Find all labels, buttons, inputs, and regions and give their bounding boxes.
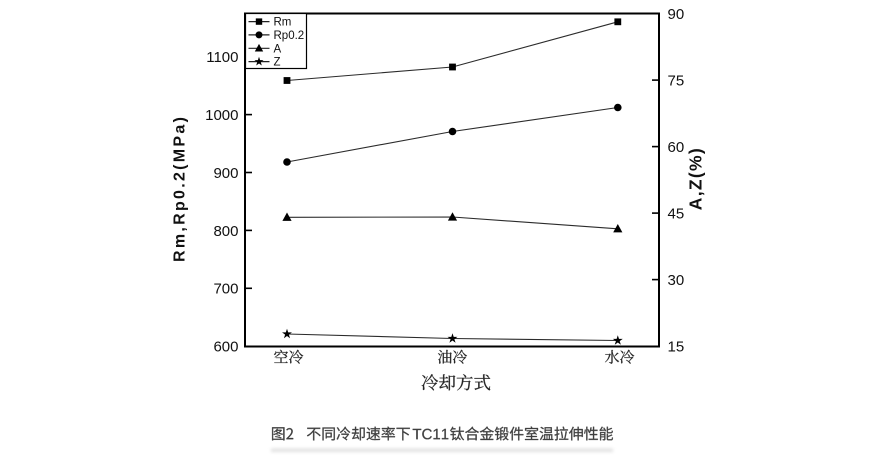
svg-text:15: 15 [668,338,685,355]
svg-text:800: 800 [213,223,238,240]
svg-text:900: 900 [213,165,238,182]
svg-text:Rm: Rm [274,17,292,29]
svg-text:90: 90 [668,6,685,23]
svg-text:1000: 1000 [205,107,238,124]
svg-text:45: 45 [668,206,685,223]
svg-text:600: 600 [213,338,238,355]
svg-text:A,Z(%): A,Z(%) [686,147,706,210]
svg-text:30: 30 [668,272,685,289]
svg-text:Rp0.2: Rp0.2 [274,30,305,42]
svg-text:60: 60 [668,139,685,156]
svg-text:A: A [274,43,282,55]
svg-text:1100: 1100 [206,49,238,66]
svg-text:700: 700 [213,281,238,298]
svg-text:75: 75 [668,73,685,90]
svg-text:Z: Z [274,57,281,69]
svg-text:Rm,Rp0.2(MPa): Rm,Rp0.2(MPa) [172,115,189,262]
